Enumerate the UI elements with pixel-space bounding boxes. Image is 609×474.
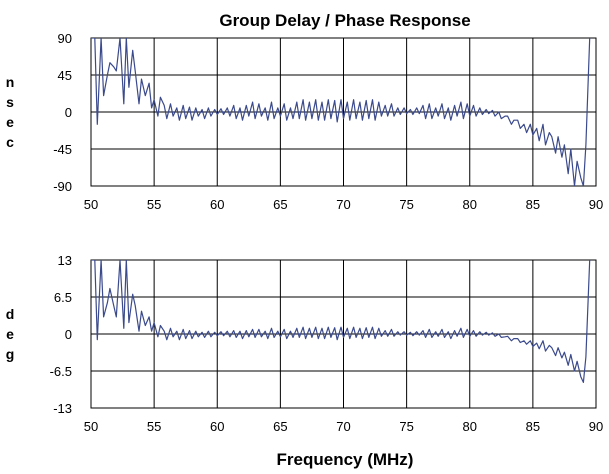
y-tick-label: 13 (58, 253, 72, 268)
x-tick-label: 85 (526, 197, 540, 212)
x-tick-label: 85 (526, 419, 540, 434)
x-tick-label: 90 (589, 419, 603, 434)
y-axis-label-letter: d (6, 306, 15, 322)
y-axis-label-letter: g (6, 346, 15, 362)
x-axis-label: Frequency (MHz) (277, 450, 414, 469)
x-tick-label: 65 (273, 197, 287, 212)
y-tick-label: 0 (65, 327, 72, 342)
x-tick-label: 60 (210, 419, 224, 434)
x-tick-label: 55 (147, 197, 161, 212)
y-tick-label: 6.5 (54, 290, 72, 305)
x-tick-label: 80 (463, 197, 477, 212)
y-axis-label-letter: c (6, 134, 14, 150)
phase-plot: 50 55 60 65 70 75 80 85 90 13 6.5 0 -6.5 -13 deg (6, 253, 604, 434)
x-tick-label: 55 (147, 419, 161, 434)
y-axis-label-letter: n (6, 74, 15, 90)
x-tick-label: 80 (463, 419, 477, 434)
y-tick-label: -6.5 (50, 364, 72, 379)
y-tick-label: 45 (58, 68, 72, 83)
phase-series-line (91, 260, 591, 383)
x-tick-label: 50 (84, 197, 98, 212)
x-tick-label: 75 (399, 197, 413, 212)
y-tick-label: -13 (53, 401, 72, 416)
delay-series-line (91, 38, 591, 186)
y-axis-label-letter: s (6, 94, 14, 110)
chart-title: Group Delay / Phase Response (219, 11, 470, 30)
y-tick-label: 0 (65, 105, 72, 120)
x-tick-label: 70 (336, 419, 350, 434)
y-axis-label-letter: e (6, 326, 14, 342)
x-tick-label: 60 (210, 197, 224, 212)
y-tick-label: -90 (53, 179, 72, 194)
x-tick-label: 75 (399, 419, 413, 434)
y-tick-label: -45 (53, 142, 72, 157)
y-tick-label: 90 (58, 31, 72, 46)
y-axis-label-letter: e (6, 114, 14, 130)
x-tick-label: 70 (336, 197, 350, 212)
x-tick-label: 50 (84, 419, 98, 434)
x-tick-label: 65 (273, 419, 287, 434)
x-tick-label: 90 (589, 197, 603, 212)
